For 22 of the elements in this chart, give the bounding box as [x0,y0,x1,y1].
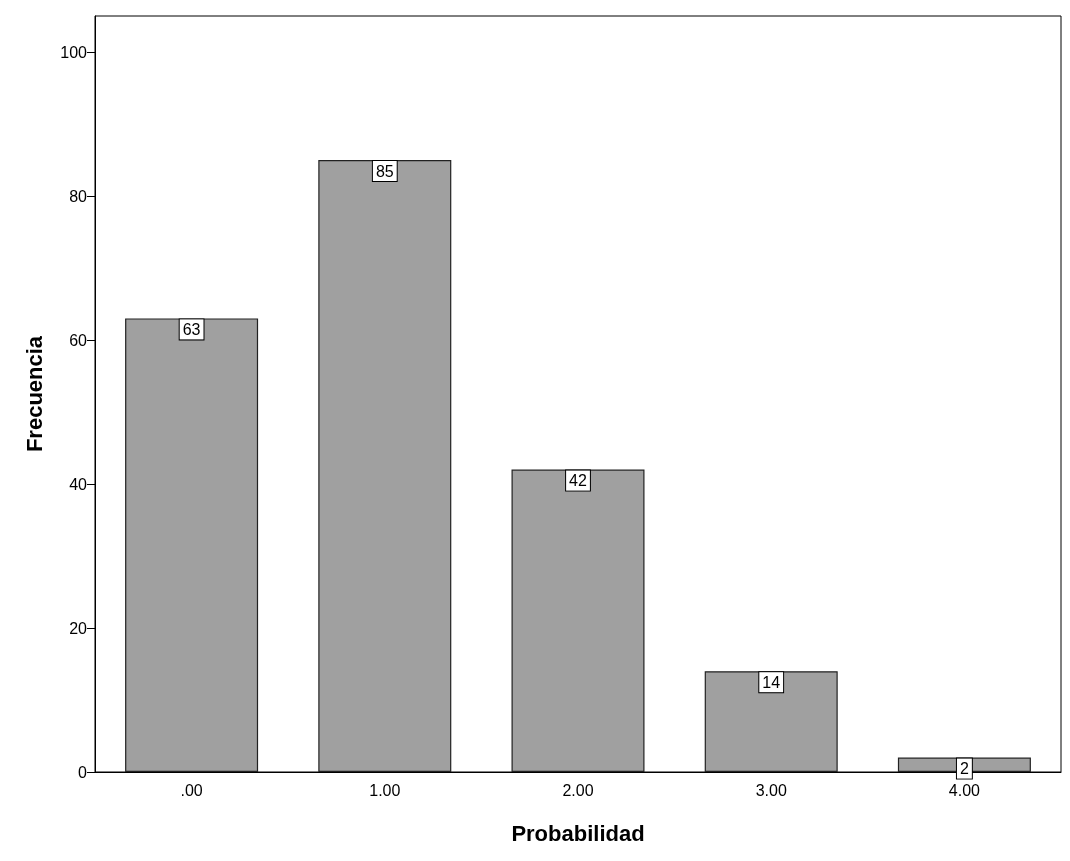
x-tick-label: 4.00 [948,781,981,799]
bar [125,318,259,772]
y-tick-label: 100 [60,43,88,61]
data-label: 42 [569,472,587,490]
y-tick-label: 20 [69,619,88,637]
bar [511,469,645,772]
bar [704,671,838,772]
x-tick-label: .00 [180,781,203,799]
y-tick-label: 40 [69,475,88,493]
x-axis-title: Probabilidad [511,820,645,846]
y-axis-title: Frecuencia [21,335,47,453]
x-tick-label: 2.00 [562,781,594,799]
y-tick-label: 60 [69,331,88,349]
data-label: 2 [959,760,969,778]
data-label: 63 [182,320,201,338]
y-tick-label: 80 [69,187,88,205]
y-tick-label: 0 [78,763,88,781]
data-label: 85 [375,162,394,180]
x-tick-label: 1.00 [369,781,401,799]
x-tick-label: 3.00 [755,781,787,799]
data-label: 14 [762,673,781,691]
bar [318,160,452,772]
